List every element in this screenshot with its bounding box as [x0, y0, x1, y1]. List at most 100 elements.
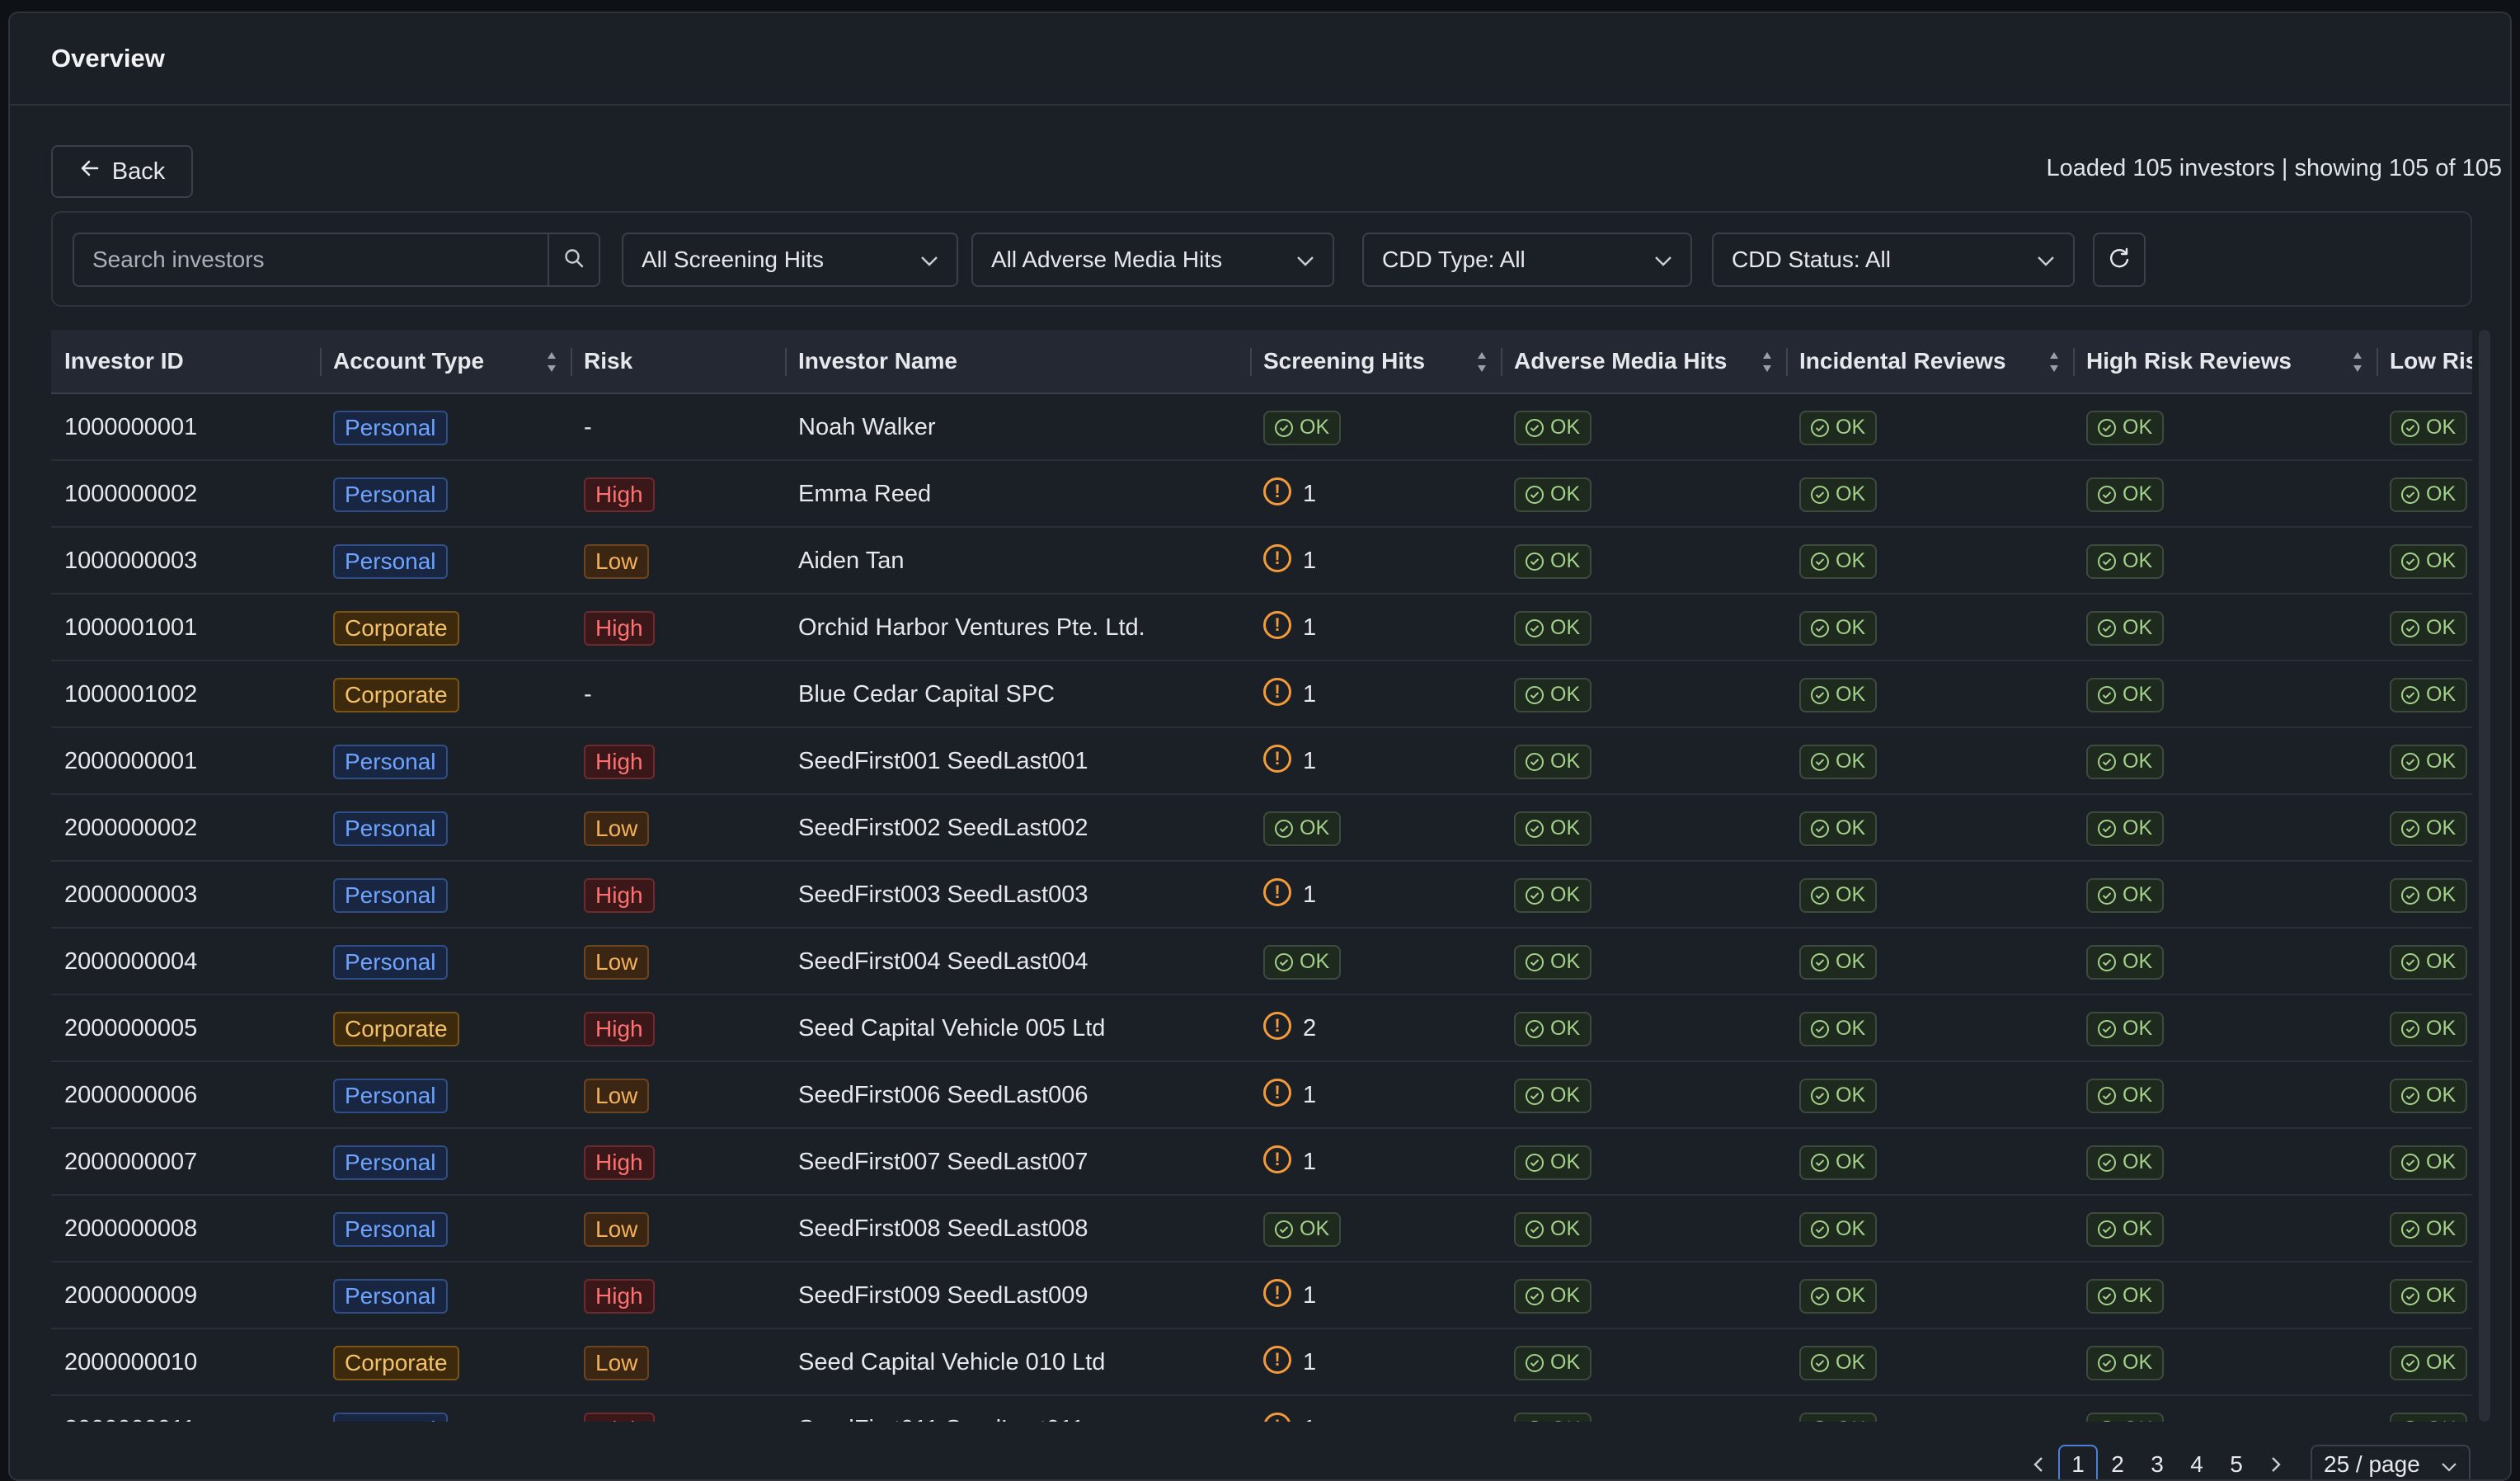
cell-investor-name: SeedFirst006 SeedLast006	[785, 1064, 1250, 1127]
prev-page-button[interactable]	[2019, 1445, 2058, 1479]
table-row[interactable]: 2000000011 Personal High SeedFirst011 SeedL…	[51, 1398, 2472, 1422]
sort-icon[interactable]	[2048, 350, 2060, 374]
adverse-media-select[interactable]: All Adverse Media Hits	[971, 233, 1334, 287]
screening-hit-count[interactable]: !1	[1263, 1078, 1316, 1109]
ok-label: OK	[1836, 683, 1866, 706]
cell-incidental-reviews: OK	[1786, 596, 2073, 660]
table-row[interactable]: 1000000001 Personal - Noah Walker OK OK OK OK OK	[51, 396, 2472, 461]
risk-tag: Low	[584, 811, 650, 846]
page-3-button[interactable]: 3	[2151, 1451, 2164, 1477]
screening-hit-count[interactable]: !1	[1263, 744, 1316, 775]
check-circle-icon	[1526, 752, 1544, 771]
hit-count: 1	[1303, 1282, 1317, 1309]
back-button[interactable]: Back	[51, 145, 193, 198]
cell-incidental-reviews: OK	[1786, 730, 2073, 793]
screening-hit-count[interactable]: !1	[1263, 1278, 1317, 1309]
investor-name: SeedFirst003 SeedLast003	[798, 882, 1088, 908]
screening-hit-count[interactable]: !1	[1263, 877, 1316, 909]
search-button[interactable]	[548, 234, 599, 285]
refresh-button[interactable]	[2093, 233, 2146, 287]
risk-tag: High	[584, 1412, 655, 1422]
account-type-tag: Corporate	[333, 1011, 459, 1046]
table-row[interactable]: 1000001001 Corporate High Orchid Harbor Ven…	[51, 596, 2472, 661]
cell-adverse-media-hits: OK	[1501, 1331, 1786, 1394]
ok-badge: OK	[1799, 944, 1878, 980]
screening-hit-count[interactable]: !1	[1263, 1345, 1316, 1376]
ok-badge: OK	[1514, 877, 1592, 913]
check-circle-icon	[2098, 952, 2116, 971]
table-row[interactable]: 1000000002 Personal High Emma Reed! 1 OK OK OK O…	[51, 463, 2472, 528]
ok-label: OK	[1550, 1017, 1581, 1040]
cdd-status-select[interactable]: CDD Status: All	[1712, 233, 2075, 287]
table-row[interactable]: 2000000005 Corporate High Seed Capital Vehi…	[51, 997, 2472, 1062]
warning-icon: !	[1263, 877, 1291, 906]
sort-icon[interactable]	[546, 350, 557, 374]
screening-hits-select[interactable]: All Screening Hits	[622, 233, 958, 287]
page-size-select[interactable]: 25 / page	[2311, 1445, 2471, 1479]
risk-tag: Low	[584, 1345, 650, 1380]
risk-empty: -	[584, 681, 592, 708]
column-header-high-risk-reviews[interactable]: High Risk Reviews	[2073, 330, 2377, 393]
sort-icon[interactable]	[1476, 350, 1488, 374]
cell-incidental-reviews: OK	[1786, 1331, 2073, 1394]
check-circle-icon	[2098, 685, 2116, 704]
check-circle-icon	[2401, 952, 2419, 971]
column-header-label: Investor ID	[64, 348, 184, 374]
screening-hit-count[interactable]: !1	[1263, 1412, 1316, 1422]
next-page-button[interactable]	[2256, 1445, 2296, 1479]
check-circle-icon	[1275, 1220, 1293, 1239]
column-header-adverse-media-hits[interactable]: Adverse Media Hits	[1501, 330, 1786, 393]
cell-investor-id: 2000000002	[64, 815, 198, 841]
ok-label: OK	[2426, 1284, 2457, 1307]
investor-name: Orchid Harbor Ventures Pte. Ltd.	[798, 614, 1145, 641]
column-header-account-type[interactable]: Account Type	[320, 330, 571, 393]
ok-label: OK	[2123, 950, 2153, 973]
table-row[interactable]: 2000000010 Corporate Low Seed Capital Vehic…	[51, 1331, 2472, 1396]
cell-investor-id: 1000001002	[64, 681, 198, 708]
column-header-screening-hits[interactable]: Screening Hits	[1250, 330, 1501, 393]
vertical-scrollbar[interactable]	[2479, 330, 2490, 1422]
page-5-button[interactable]: 5	[2230, 1451, 2243, 1477]
ok-badge: OK	[1514, 1211, 1592, 1247]
cell-low-risk: OK	[2377, 596, 2472, 660]
page-1-button[interactable]: 1	[2058, 1445, 2098, 1479]
cell-adverse-media-hits: OK	[1501, 1398, 1786, 1422]
ok-label: OK	[2123, 883, 2153, 906]
check-circle-icon	[1811, 685, 1829, 704]
table-row[interactable]: 1000000003 Personal Low Aiden Tan! 1 OK OK OK OK	[51, 529, 2472, 595]
cell-investor-name: Aiden Tan	[785, 529, 1250, 593]
screening-hit-count[interactable]: !1	[1263, 610, 1316, 642]
table-row[interactable]: 2000000009 Personal High SeedFirst009 SeedL…	[51, 1264, 2472, 1329]
table-row[interactable]: 2000000006 Personal Low SeedFirst006 SeedLa…	[51, 1064, 2472, 1129]
ok-label: OK	[1550, 1150, 1581, 1173]
table-row[interactable]: 2000000004 Personal Low SeedFirst004 SeedLa…	[51, 930, 2472, 995]
cell-risk: High	[571, 1131, 785, 1194]
sort-icon[interactable]	[2352, 350, 2363, 374]
search-input[interactable]	[74, 234, 548, 285]
table-row[interactable]: 2000000002 Personal Low SeedFirst002 SeedLa…	[51, 797, 2472, 862]
screening-hit-count[interactable]: !1	[1263, 677, 1316, 708]
page-2-button[interactable]: 2	[2111, 1451, 2124, 1477]
page-4-button[interactable]: 4	[2190, 1451, 2203, 1477]
ok-badge: OK	[1799, 610, 1878, 646]
screening-hit-count[interactable]: ! 2	[1263, 1011, 1316, 1042]
column-header-incidental-reviews[interactable]: Incidental Reviews	[1786, 330, 2073, 393]
column-divider	[1786, 348, 1788, 376]
cdd-type-select[interactable]: CDD Type: All	[1362, 233, 1692, 287]
table-row[interactable]: 1000001002 Corporate - Blue Cedar Capital S…	[51, 663, 2472, 728]
screening-hit-count[interactable]: !1	[1263, 543, 1316, 575]
table-row[interactable]: 2000000007 Personal High SeedFirst007 SeedL…	[51, 1131, 2472, 1196]
table-row[interactable]: 2000000001 Personal High SeedFirst001 SeedL…	[51, 730, 2472, 795]
screening-hit-count[interactable]: !1	[1263, 1145, 1316, 1176]
cell-low-risk: OK	[2377, 997, 2472, 1060]
cell-investor-id: 1000000002	[64, 481, 198, 507]
ok-label: OK	[2123, 816, 2153, 839]
sort-icon[interactable]	[1761, 350, 1773, 374]
ok-badge: OK	[2086, 877, 2165, 913]
table-row[interactable]: 2000000008 Personal Low SeedFirst008 SeedLa…	[51, 1197, 2472, 1262]
screening-hit-count[interactable]: !1	[1263, 477, 1316, 508]
ok-label: OK	[2426, 1150, 2457, 1173]
cell-investor-id: 2000000010	[64, 1349, 198, 1375]
account-type-tag: Personal	[333, 1078, 448, 1113]
table-row[interactable]: 2000000003 Personal High SeedFirst003 SeedL…	[51, 863, 2472, 929]
